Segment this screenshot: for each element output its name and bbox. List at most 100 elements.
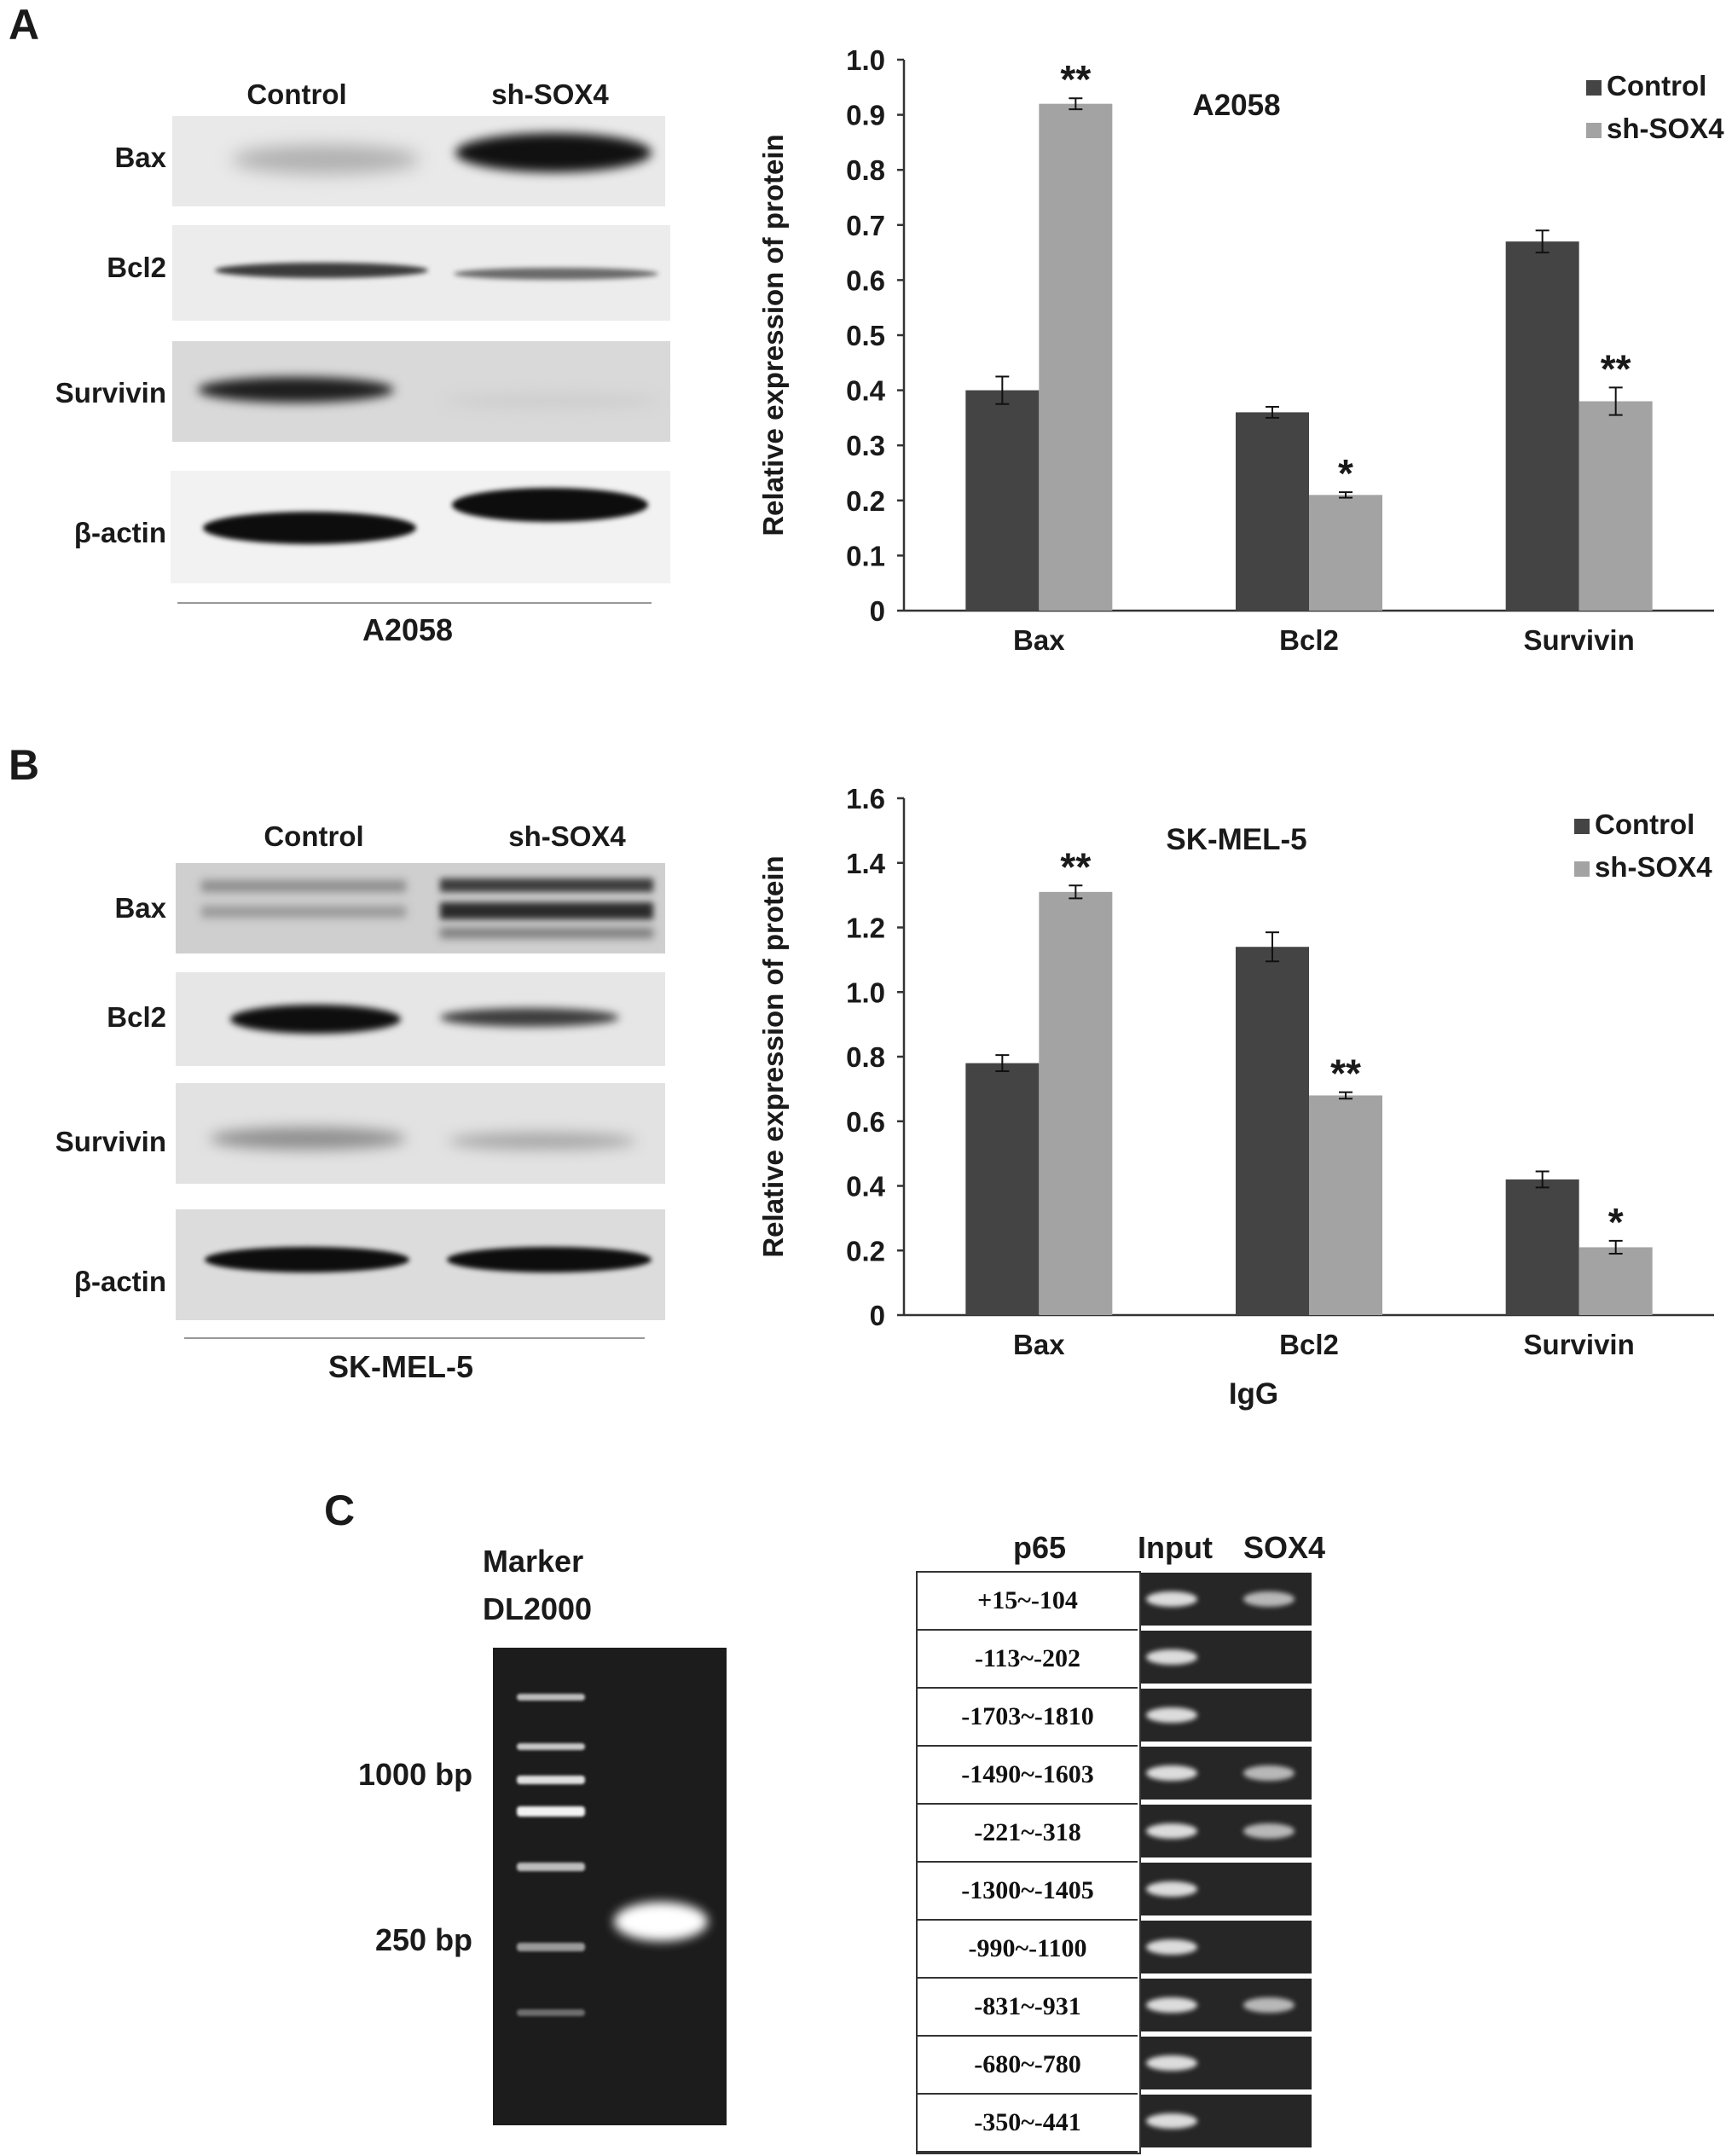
x-category-label: Bax xyxy=(1013,1329,1065,1360)
marker-band xyxy=(517,2009,585,2016)
chip-region-row: -113~-202 xyxy=(918,1631,1138,1689)
y-tick-label: 1.0 xyxy=(846,977,885,1008)
chip-gel-strip xyxy=(1141,1573,1312,1626)
band-bcl2-sh-sox4 xyxy=(440,1008,619,1027)
input-band xyxy=(1146,2055,1197,2071)
band-bcl2-control xyxy=(215,263,428,278)
blot-a-caption: A2058 xyxy=(362,612,454,647)
chip-region-row: -1703~-1810 xyxy=(918,1689,1138,1747)
chip-gel-strip xyxy=(1141,1631,1312,1684)
chip-region-row: -680~-780 xyxy=(918,2037,1138,2095)
chip-gel-strip xyxy=(1141,1805,1312,1858)
lane-header-sh-sox4: sh-SOX4 xyxy=(508,820,626,852)
marker-band xyxy=(517,1743,585,1750)
legend-label-sh-sox4: sh-SOX4 xyxy=(1595,851,1712,883)
chip-region-label: -113~-202 xyxy=(975,1644,1080,1672)
x-category-label: Bcl2 xyxy=(1279,624,1339,656)
chip-region-row: -221~-318 xyxy=(918,1805,1138,1863)
y-tick-label: 0.2 xyxy=(846,485,885,517)
bar-control-bax xyxy=(965,390,1040,611)
blot-row-label-survivin: Survivin xyxy=(55,1126,166,1157)
y-tick-label: 0.8 xyxy=(846,154,885,186)
blot-strip-bcl2 xyxy=(172,225,670,321)
chip-region-label: -1703~-1810 xyxy=(961,1702,1094,1730)
chip-gel-column xyxy=(1141,1573,1320,2153)
chip-header-input: Input xyxy=(1138,1530,1213,1565)
chip-gel-strip xyxy=(1141,1747,1312,1800)
band-survivin-control xyxy=(198,377,394,403)
y-tick-label: 1.0 xyxy=(846,44,885,76)
size-label-1000bp: 1000 bp xyxy=(358,1757,473,1792)
chip-region-label: -831~-931 xyxy=(974,1992,1081,2020)
y-tick-label: 1.4 xyxy=(846,848,886,879)
band-bax-sh-sox4-3 xyxy=(440,928,653,938)
legend-label-sh-sox4: sh-SOX4 xyxy=(1607,113,1724,144)
chip-region-label: -990~-1100 xyxy=(968,1934,1087,1962)
input-band xyxy=(1146,1881,1197,1897)
y-tick-label: 0.2 xyxy=(846,1235,885,1266)
legend-label-control: Control xyxy=(1595,808,1694,840)
legend-swatch-sh-sox4 xyxy=(1574,861,1590,877)
marker-band xyxy=(517,1943,585,1951)
gel-image xyxy=(493,1648,727,2125)
blot-a-underline xyxy=(177,602,652,604)
sox4-band xyxy=(1243,1997,1295,2013)
input-band xyxy=(1146,1939,1197,1955)
blot-strip-beta-actin xyxy=(176,1209,665,1320)
marker-name: DL2000 xyxy=(483,1591,593,1626)
input-band xyxy=(1146,1591,1197,1607)
blot-b-caption: SK-MEL-5 xyxy=(328,1349,473,1384)
chip-region-row: -1300~-1405 xyxy=(918,1863,1138,1921)
chip-region-row: -990~-1100 xyxy=(918,1921,1138,1979)
sox4-band xyxy=(1243,1823,1295,1839)
x-category-label: Bax xyxy=(1013,624,1065,656)
chip-region-row: -1490~-1603 xyxy=(918,1747,1138,1805)
lane-header-sh-sox4: sh-SOX4 xyxy=(491,78,609,110)
band-bax-sh-sox4-1 xyxy=(440,878,653,892)
panel-label-c: C xyxy=(324,1487,356,1534)
chip-region-label: -680~-780 xyxy=(974,2050,1081,2078)
significance-marker: ** xyxy=(1060,844,1091,889)
marker-band xyxy=(517,1694,585,1701)
chip-region-label: -1490~-1603 xyxy=(961,1760,1094,1788)
input-band xyxy=(1146,1649,1197,1665)
y-tick-label: 0.6 xyxy=(846,264,885,296)
legend-swatch-control xyxy=(1574,819,1590,834)
band-bcl2-sh-sox4 xyxy=(454,268,658,280)
band-actin-control xyxy=(205,1247,409,1272)
y-axis-label: Relative expression of protein xyxy=(757,134,789,536)
chip-region-row: +15~-104 xyxy=(918,1573,1138,1631)
lane-header-control: Control xyxy=(264,820,364,852)
y-tick-label: 0.4 xyxy=(846,1171,886,1203)
input-band xyxy=(1146,1997,1197,2013)
sox4-band xyxy=(1243,1591,1295,1607)
y-axis-label: Relative expression of protein xyxy=(757,855,789,1257)
blot-strip-bax xyxy=(176,863,665,953)
y-tick-label: 0.6 xyxy=(846,1106,885,1138)
chip-region-row: -831~-931 xyxy=(918,1979,1138,2037)
input-band xyxy=(1146,2113,1197,2129)
blot-strip-survivin xyxy=(172,341,670,442)
bar-sh-sox4-survivin xyxy=(1578,1247,1653,1315)
sox4-band xyxy=(1243,1765,1295,1781)
significance-marker: ** xyxy=(1601,346,1631,391)
chip-region-row: -350~-441 xyxy=(918,2095,1138,2153)
y-tick-label: 0.1 xyxy=(846,540,885,571)
x-category-label: Survivin xyxy=(1524,1329,1635,1360)
y-tick-label: 0.9 xyxy=(846,100,885,131)
chip-gel-strip xyxy=(1141,1863,1312,1915)
chip-header-sox4: SOX4 xyxy=(1243,1530,1326,1565)
chip-region-label: +15~-104 xyxy=(977,1586,1078,1614)
y-tick-label: 0 xyxy=(870,1300,885,1331)
blot-row-label-beta-actin: β-actin xyxy=(73,517,166,548)
y-tick-label: 0.7 xyxy=(846,210,885,241)
y-tick-label: 1.2 xyxy=(846,913,885,944)
chip-gel-strip xyxy=(1141,1689,1312,1742)
bar-control-survivin xyxy=(1505,241,1579,611)
legend-swatch-control xyxy=(1586,80,1602,96)
band-survivin-control xyxy=(210,1127,406,1150)
blot-b-underline xyxy=(184,1337,645,1339)
chart-title: SK-MEL-5 xyxy=(1166,823,1306,856)
y-tick-label: 1.6 xyxy=(846,783,885,814)
blot-strip-survivin xyxy=(176,1083,665,1184)
